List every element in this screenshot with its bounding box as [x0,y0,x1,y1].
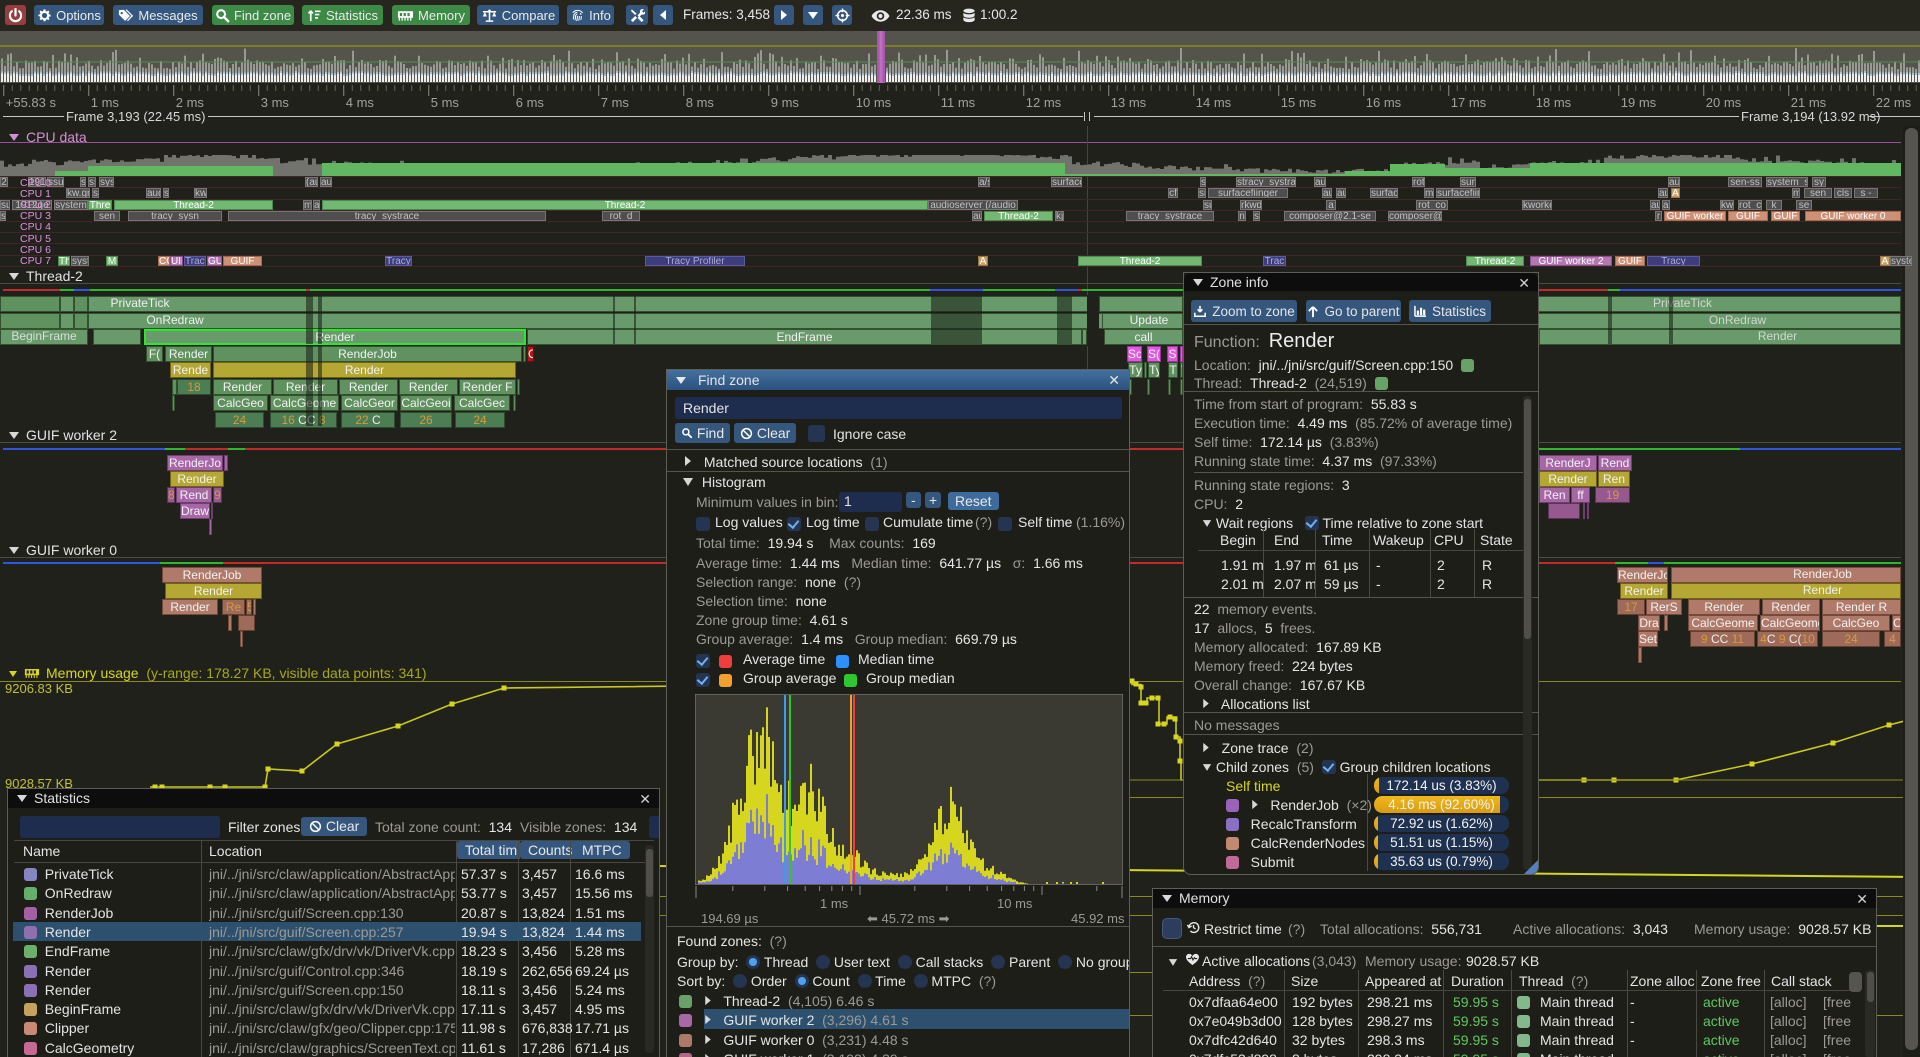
svg-text:5 ms: 5 ms [431,95,460,110]
svg-text:4 ms: 4 ms [346,95,375,110]
svg-text:11 ms: 11 ms [941,95,976,110]
svg-text:13 ms: 13 ms [1111,95,1147,110]
svg-text:6 ms: 6 ms [516,95,545,110]
svg-text:8 ms: 8 ms [686,95,715,110]
svg-text:19 ms: 19 ms [1621,95,1657,110]
svg-text:14 ms: 14 ms [1196,95,1232,110]
svg-text:2 ms: 2 ms [176,95,205,110]
svg-text:9 ms: 9 ms [771,95,800,110]
svg-text:1 ms: 1 ms [91,95,120,110]
svg-text:17 ms: 17 ms [1451,95,1487,110]
svg-text:12 ms: 12 ms [1026,95,1062,110]
svg-text:21 ms: 21 ms [1791,95,1827,110]
svg-text:18 ms: 18 ms [1536,95,1572,110]
svg-text:20 ms: 20 ms [1706,95,1742,110]
svg-text:3 ms: 3 ms [261,95,290,110]
svg-text:16 ms: 16 ms [1366,95,1402,110]
svg-text:15 ms: 15 ms [1281,95,1317,110]
svg-text:22 ms: 22 ms [1876,95,1912,110]
svg-text:+55.83 s: +55.83 s [6,95,57,110]
svg-text:10 ms: 10 ms [856,95,892,110]
svg-text:7 ms: 7 ms [601,95,630,110]
